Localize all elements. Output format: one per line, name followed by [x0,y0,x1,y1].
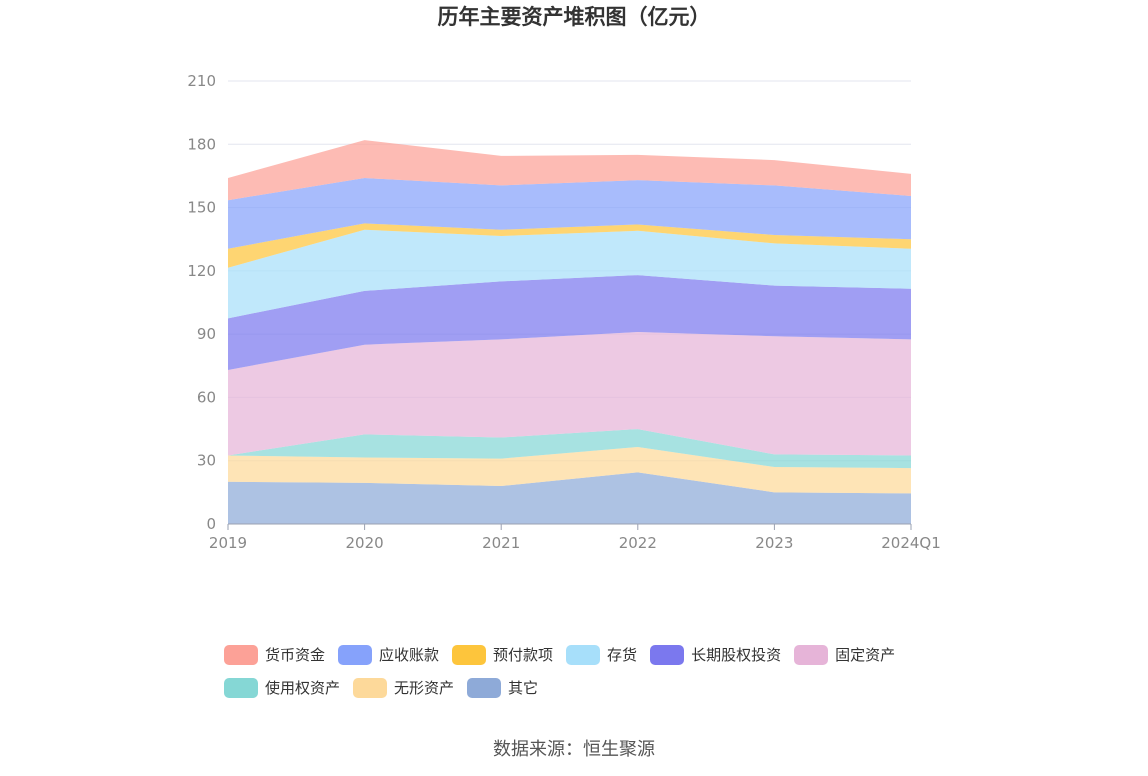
legend-swatch [353,677,388,698]
legend-swatch [338,644,373,665]
x-tick-label: 2023 [755,534,793,552]
x-tick-label: 2020 [346,534,384,552]
legend-label: 固定资产 [835,646,896,664]
x-tick-label: 2019 [209,534,247,552]
area-0 [228,472,911,524]
legend-item[interactable]: 存货 [566,644,637,665]
x-tick-label: 2021 [482,534,520,552]
axes: 0 30 60 90 120 150 180 210 2019 2020 2021 2022 2023 2… [187,72,940,552]
legend-swatch [224,644,258,665]
legend-label: 其它 [508,679,539,697]
legend: 货币资金 应收账款 预付款项 存货 长期股权投资 固定资产 使用权资产 无形资产 其它 [224,638,964,704]
legend-swatch [224,677,258,698]
legend-label: 应收账款 [379,646,440,664]
area-4 [228,275,911,371]
legend-item[interactable]: 长期股权投资 [650,644,781,665]
legend-label: 存货 [607,646,638,664]
area-1 [228,447,911,494]
legend-label: 预付款项 [493,646,554,664]
area-7 [228,178,911,249]
legend-row: 货币资金 应收账款 预付款项 存货 长期股权投资 固定资产 [224,638,964,671]
y-tick-label: 90 [197,325,216,343]
y-tick-label: 60 [197,388,216,406]
y-tick-label: 0 [206,515,216,533]
legend-label: 使用权资产 [265,679,341,697]
legend-item[interactable]: 无形资产 [353,677,454,698]
area-6 [228,223,911,268]
legend-label: 长期股权投资 [691,646,782,664]
data-source: 数据来源：恒生聚源 [493,739,655,760]
chart-title: 历年主要资产堆积图（亿元） [437,5,711,29]
y-tick-label: 210 [187,72,216,90]
legend-swatch [794,644,829,665]
area-8 [228,140,911,201]
x-tick-label: 2024Q1 [881,534,941,552]
y-tick-label: 120 [187,262,216,280]
legend-row: 使用权资产 无形资产 其它 [224,671,964,704]
area-3 [228,332,911,456]
legend-item[interactable]: 预付款项 [452,644,553,665]
legend-label: 货币资金 [265,646,326,664]
legend-swatch [467,677,502,698]
area-2 [228,429,911,469]
legend-label: 无形资产 [394,679,455,697]
y-tick-label: 150 [187,199,216,217]
legend-item[interactable]: 固定资产 [794,644,895,665]
legend-swatch [566,644,601,665]
area-5 [228,229,911,319]
area-series [228,140,911,524]
legend-swatch [452,644,487,665]
y-tick-label: 180 [187,135,216,153]
legend-swatch [650,644,685,665]
legend-item[interactable]: 使用权资产 [224,677,340,698]
y-tick-label: 30 [197,452,216,470]
legend-item[interactable]: 应收账款 [338,644,439,665]
legend-item[interactable]: 其它 [467,677,538,698]
legend-item[interactable]: 货币资金 [224,644,325,665]
x-tick-label: 2022 [619,534,657,552]
